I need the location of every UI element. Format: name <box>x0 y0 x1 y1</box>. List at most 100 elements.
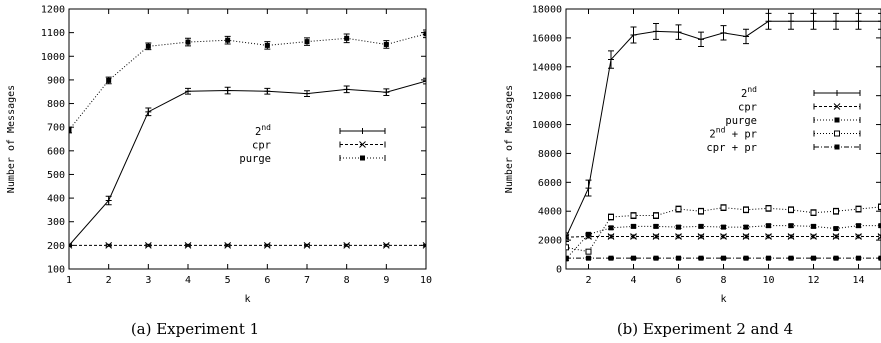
x-tick-label: 1 <box>66 275 72 286</box>
x-tick-label: 5 <box>225 275 231 286</box>
data-point <box>343 86 350 93</box>
data-point <box>608 225 614 231</box>
data-point <box>720 204 727 211</box>
legend-errorbar <box>339 128 386 134</box>
y-tick-label: 100 <box>47 265 65 276</box>
data-point <box>423 78 426 85</box>
data-point <box>422 242 426 249</box>
data-point <box>721 255 726 261</box>
series-line <box>69 80 426 246</box>
data-point <box>382 242 390 249</box>
data-point <box>630 233 637 240</box>
data-point <box>585 185 592 192</box>
data-point <box>225 37 231 43</box>
error-bar <box>69 243 72 247</box>
data-point <box>383 41 389 47</box>
legend-errorbar <box>813 90 861 96</box>
y-tick-label: 0 <box>556 265 562 276</box>
data-point <box>878 223 881 229</box>
data-point <box>743 255 749 261</box>
legend-label: purge <box>239 153 271 165</box>
data-point <box>105 242 113 249</box>
data-point <box>184 242 192 249</box>
y-tick-label: 300 <box>47 217 65 228</box>
data-point <box>264 88 271 95</box>
data-point <box>653 28 659 35</box>
legend-marker <box>834 117 840 123</box>
data-point <box>856 255 861 261</box>
data-point <box>765 205 772 212</box>
chart-panel-1: 100 200 300 400 500 600 700 800 900 1000 1100 1200 1… <box>6 5 432 339</box>
legend-label: 2nd <box>255 123 271 138</box>
x-tick-label: 4 <box>185 275 191 286</box>
legend-errorbar <box>813 103 861 110</box>
data-point <box>721 224 726 230</box>
legend-label: 2nd + pr <box>709 126 757 141</box>
data-point <box>811 255 816 261</box>
series-purge <box>69 29 426 134</box>
data-point <box>765 233 772 240</box>
series-2nd-+-pr <box>566 203 881 255</box>
data-point <box>833 18 839 25</box>
data-point <box>698 208 704 215</box>
data-point <box>69 127 72 133</box>
x-tick-label: 4 <box>630 275 636 286</box>
figure-caption: (b) Experiment 2 and 4 <box>617 320 793 338</box>
data-point <box>833 226 839 232</box>
data-point <box>106 77 112 83</box>
data-point <box>304 90 310 97</box>
legend-marker <box>360 155 365 161</box>
data-point <box>676 255 681 261</box>
data-point <box>766 255 771 261</box>
error-bar <box>423 243 426 247</box>
y-tick-label: 1000 <box>41 52 65 63</box>
x-tick-label: 12 <box>807 275 819 286</box>
data-point <box>698 255 704 261</box>
error-bar <box>566 232 569 243</box>
data-point <box>303 242 311 249</box>
y-tick-label: 700 <box>47 123 65 134</box>
data-point <box>788 206 794 213</box>
data-point <box>697 233 705 240</box>
plot-area <box>68 8 427 270</box>
y-tick-label: 8000 <box>538 149 562 160</box>
data-point <box>304 39 310 45</box>
y-tick-label: 800 <box>47 99 65 110</box>
data-point <box>742 233 750 240</box>
y-axis-label: Number of Messages <box>504 85 515 193</box>
data-point <box>811 223 816 229</box>
data-point <box>264 42 270 48</box>
data-point <box>630 32 637 38</box>
data-point <box>653 223 659 229</box>
data-point <box>878 18 881 25</box>
x-tick-label: 6 <box>264 275 270 286</box>
data-point <box>566 244 569 251</box>
data-point <box>675 233 682 240</box>
series-cpr-+-pr <box>566 255 881 261</box>
data-point <box>788 223 794 229</box>
legend-label: 2nd <box>741 85 757 100</box>
x-tick-label: 2 <box>585 275 591 286</box>
y-tick-label: 14000 <box>532 62 562 73</box>
data-point <box>833 255 839 261</box>
data-point <box>566 233 570 241</box>
data-point <box>698 223 704 229</box>
y-tick-label: 16000 <box>532 33 562 44</box>
data-point <box>105 197 112 204</box>
series-purge <box>566 223 881 262</box>
data-point <box>766 223 771 229</box>
legend-errorbar <box>813 117 861 123</box>
data-point <box>653 212 659 219</box>
data-point <box>263 242 271 249</box>
data-point <box>765 18 772 25</box>
data-point <box>743 224 749 230</box>
series-2nd <box>566 12 881 243</box>
x-tick-label: 8 <box>344 275 350 286</box>
data-point <box>383 89 390 96</box>
data-point <box>698 36 704 43</box>
data-point <box>631 223 636 229</box>
data-point <box>185 88 191 95</box>
